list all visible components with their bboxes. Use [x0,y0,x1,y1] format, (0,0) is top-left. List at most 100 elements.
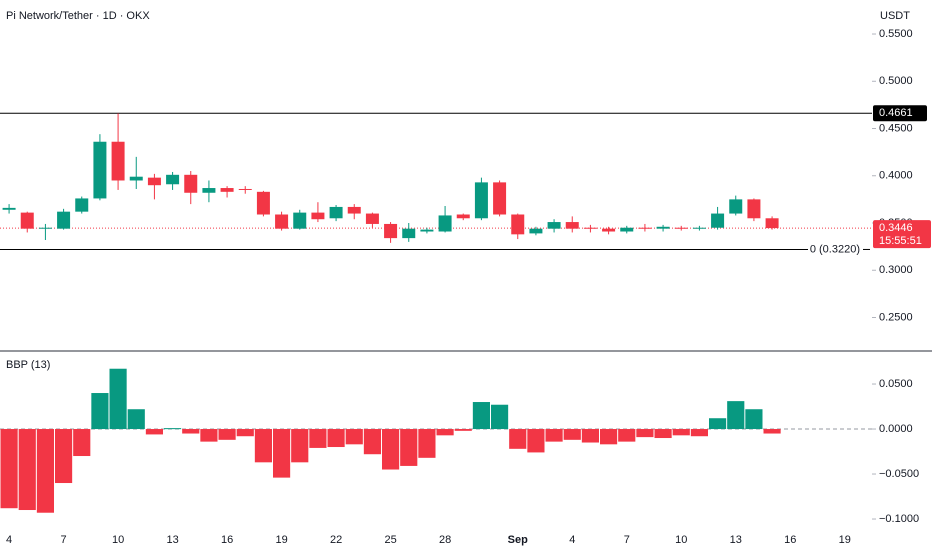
bar [109,368,127,430]
candle-body [638,227,652,229]
candle-body [747,199,761,219]
y-axis-label: USDT [880,10,910,22]
bar [745,409,763,430]
y-tick-label: 0.5000 [879,75,913,87]
line-label: 0 (0.3220) [810,243,860,255]
y-tick-label: −0.0500 [879,468,919,480]
bar [509,429,527,449]
bar [581,429,599,443]
candle-body [547,222,561,229]
bar [563,429,581,440]
x-tick-label: 16 [784,534,796,546]
bar [0,429,18,509]
x-tick-label: 7 [61,534,67,546]
candle-body [275,214,289,229]
candle-body [2,207,16,210]
bar [472,402,490,430]
y-tick-label: 0.0000 [879,423,913,435]
candle-body [620,227,634,232]
bar [400,429,418,466]
candle-body [57,211,71,229]
bar [91,393,109,430]
candle-body [129,176,143,181]
bar [690,429,708,437]
candle-body [184,174,198,193]
candle-body [692,227,706,229]
bar [763,429,781,434]
bar [200,429,218,442]
candle-body [293,212,307,229]
candle-body [202,188,216,193]
indicator-title: BBP (13) [6,359,50,371]
x-tick-label: 25 [384,534,396,546]
candle-body [238,188,252,190]
candle-body [493,182,507,215]
candle-body [20,212,34,229]
bar [55,429,73,484]
bar [254,429,272,463]
bar [127,409,145,430]
bar [672,429,690,436]
candle-body [602,228,616,232]
candle-body [729,199,743,214]
bar [545,429,563,442]
y-tick-label: 0.3000 [879,264,913,276]
x-tick-label: 19 [275,534,287,546]
candle-body [38,227,52,229]
candle-body [438,215,452,232]
candle-body [565,222,579,229]
candle-body [166,174,180,185]
bar [618,429,636,442]
bar [600,429,618,445]
candle-body [384,223,398,239]
bar [345,429,363,445]
candle-body [456,214,470,219]
candle-body [511,214,525,235]
y-tick-label: 0.0500 [879,378,913,390]
candle-body [583,227,597,229]
candle-body [311,212,325,220]
bar [164,428,182,430]
candle-body [674,227,688,229]
bar [727,401,745,430]
bar [709,418,727,430]
bar [236,429,254,437]
x-tick-label: 10 [675,534,687,546]
candle-body [365,213,379,224]
candle-body [711,213,725,228]
y-tick-label: 0.2500 [879,311,913,323]
x-tick-label: 13 [730,534,742,546]
bar [654,429,672,439]
x-tick-label: 19 [839,534,851,546]
bar [491,404,509,430]
candle-body [474,182,488,219]
x-tick-label: 16 [221,534,233,546]
candle-body [220,188,234,192]
bar [418,429,436,458]
bar [436,429,454,436]
bar [636,429,654,438]
y-tick-label: −0.1000 [879,513,919,525]
chart-title: Pi Network/Tether · 1D · OKX [6,10,150,22]
last-price-box [873,220,931,249]
candle-body [75,198,89,212]
bar [18,429,36,511]
candle-body [329,206,343,219]
bar [327,429,345,448]
bar [73,429,91,457]
y-tick-label: 0.4000 [879,170,913,182]
bar [145,429,163,435]
price-label: 0.4661 [879,107,913,119]
last-price-label: 0.3446 [879,222,913,234]
candle-body [656,226,670,229]
y-tick-label: 0.5500 [879,28,913,40]
x-tick-label: 13 [166,534,178,546]
y-tick-label: 0.4500 [879,122,913,134]
bar [36,429,54,513]
candle-body [111,141,125,181]
x-tick-label: 7 [624,534,630,546]
x-tick-label: 4 [6,534,12,546]
x-tick-label: Sep [508,534,528,546]
candle-body [147,177,161,186]
